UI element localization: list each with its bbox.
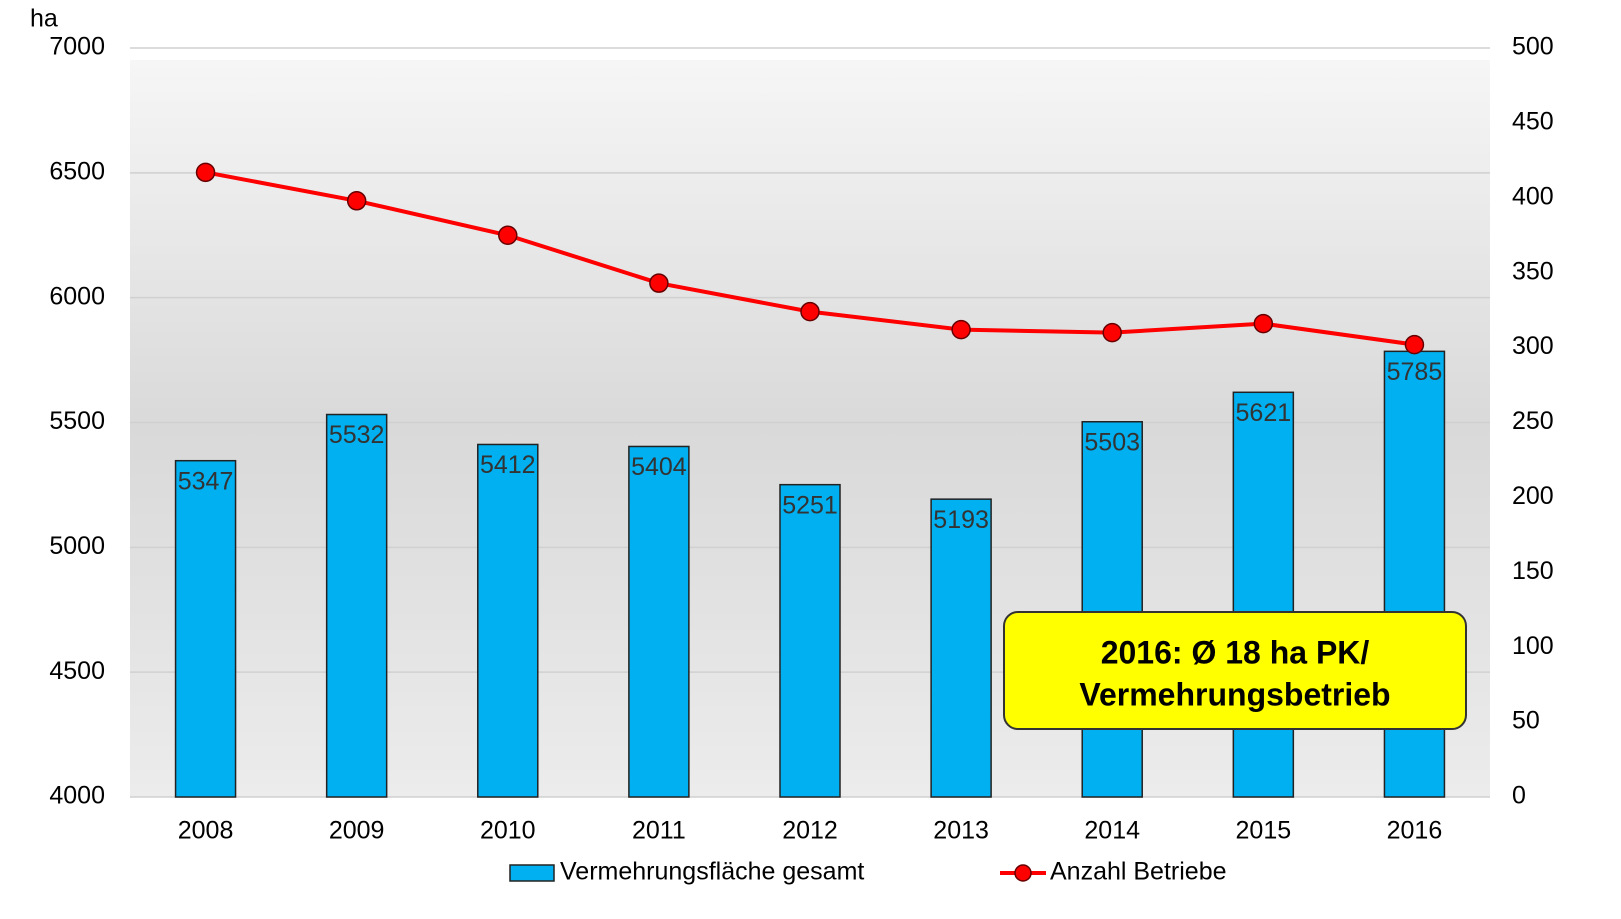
x-tick-label: 2013 [933, 817, 989, 845]
line-marker [800, 301, 820, 322]
legend-swatch-marker [1014, 864, 1032, 882]
data-label: 5193 [933, 506, 989, 534]
y2-tick-label: 500 [1512, 33, 1554, 61]
x-tick-label: 2012 [782, 817, 838, 845]
x-tick-label: 2010 [480, 817, 536, 845]
line-marker [1102, 322, 1122, 343]
y2-tick-label: 250 [1512, 407, 1554, 435]
data-label: 5532 [329, 421, 385, 449]
x-tick-label: 2014 [1084, 817, 1140, 845]
bar [1383, 350, 1446, 798]
y-tick-label: 6500 [49, 157, 105, 185]
x-tick-label: 2016 [1387, 817, 1443, 845]
y-tick-label: 4500 [49, 657, 105, 685]
bar [174, 459, 237, 798]
data-label: 5347 [178, 467, 234, 495]
line-marker [649, 273, 669, 293]
line-marker [195, 162, 216, 183]
annotation: 2016: Ø 18 ha PK/ [1101, 634, 1370, 670]
bar [477, 443, 539, 798]
line-marker [1253, 313, 1274, 334]
line-marker [951, 319, 971, 340]
y2-tick-label: 150 [1512, 557, 1554, 585]
data-label: 5251 [782, 491, 838, 519]
y2-tick-label: 300 [1512, 332, 1554, 360]
data-label: 5503 [1084, 428, 1140, 456]
data-label: 5412 [480, 451, 536, 479]
y2-tick-label: 400 [1512, 182, 1554, 210]
data-label: 5621 [1236, 399, 1292, 427]
y2-tick-label: 100 [1512, 632, 1554, 660]
line-marker [498, 225, 518, 245]
line-marker [346, 191, 367, 211]
bar [1232, 391, 1295, 798]
bar [930, 498, 992, 798]
x-tick-label: 2015 [1236, 817, 1292, 845]
bar [325, 413, 388, 798]
y-tick-label: 6000 [49, 282, 105, 310]
x-tick-label: 2009 [329, 817, 385, 845]
x-tick-label: 2008 [178, 817, 234, 845]
annotation: Vermehrungsbetrieb [1079, 676, 1390, 712]
y-tick-label: 5500 [49, 407, 105, 435]
y-tick-label: 5000 [49, 532, 105, 560]
y2-tick-label: 200 [1512, 482, 1554, 510]
y-axis-label: ha [30, 5, 58, 33]
y2-tick-label: 350 [1512, 257, 1554, 285]
line-marker [1404, 334, 1425, 355]
data-label: 5785 [1387, 358, 1443, 386]
y2-tick-label: 0 [1512, 782, 1526, 810]
legend-label: Vermehrungsfläche gesamt [560, 858, 864, 886]
annotation-box [1003, 611, 1467, 730]
data-label: 5404 [631, 453, 687, 481]
y-tick-label: 4000 [49, 782, 105, 810]
bar [1081, 421, 1143, 798]
y2-tick-label: 50 [1512, 707, 1540, 735]
bar [628, 445, 690, 798]
y2-tick-label: 450 [1512, 108, 1554, 136]
y-tick-label: 7000 [49, 33, 105, 61]
legend-swatch [509, 864, 555, 882]
legend-label: Anzahl Betriebe [1050, 858, 1227, 886]
x-tick-label: 2011 [632, 817, 686, 845]
bar [779, 483, 841, 798]
